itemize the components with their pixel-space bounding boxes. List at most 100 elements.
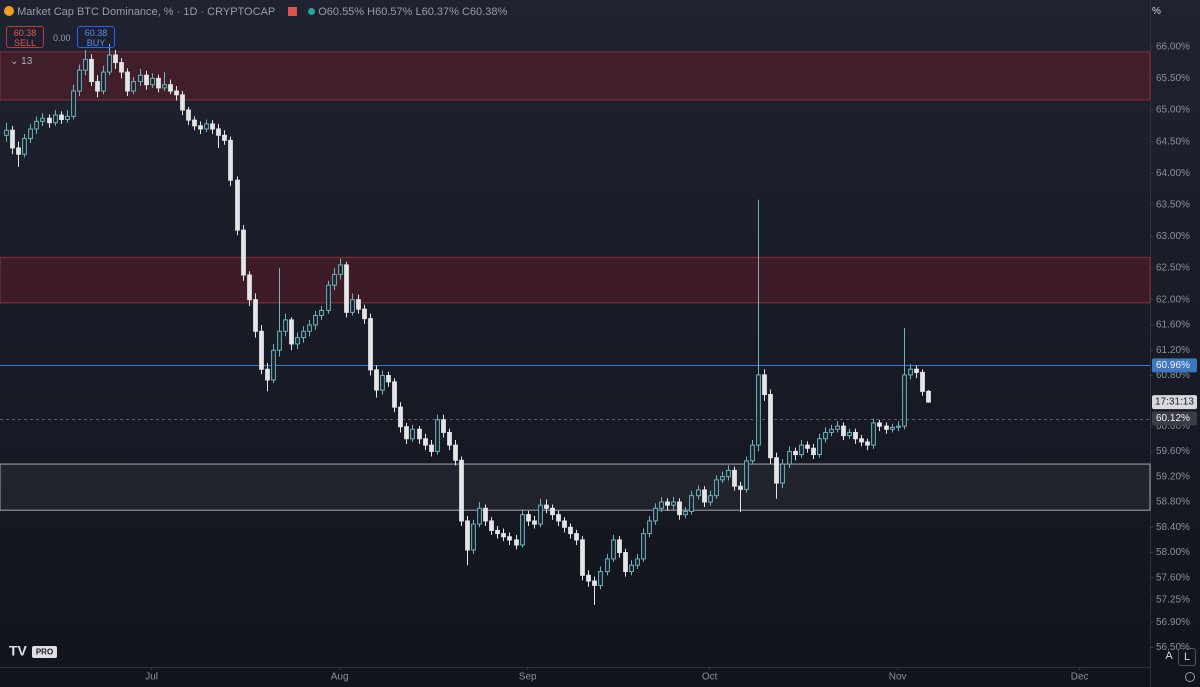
candle-body [277,330,282,351]
ohlc-high: H60.57% [367,6,413,18]
candle-body [677,501,682,516]
candle-body [101,71,106,92]
candle-body [465,520,470,551]
candle-body [623,552,628,573]
candle-body [890,426,895,430]
candle-body [307,324,312,332]
candle-body [477,507,482,525]
candle-body [417,428,422,440]
candle-body [538,504,543,525]
candle-body [216,128,221,136]
candle-body [859,438,864,443]
y-tick-label: 61.60% [1156,320,1190,331]
candle-body [247,274,252,301]
candle-body [726,469,731,478]
candle-body [259,330,264,370]
candle-body [617,539,622,554]
candle-body [83,58,88,71]
ohlc-close: C60.38% [461,6,508,18]
candle-body [544,504,549,509]
candle-body [793,450,798,456]
candle-body [125,71,130,92]
y-tick-label: 60.80% [1156,370,1190,381]
zone [0,463,1151,511]
settings-icon[interactable] [1185,672,1195,682]
candle-body [520,514,525,546]
candle-body [689,495,694,512]
candle-body [253,299,258,332]
candle-body [53,114,58,124]
candle-body [665,501,670,506]
spread: 0.00 [53,33,71,43]
y-tick-label: 56.50% [1156,642,1190,653]
y-tick-label: 65.50% [1156,73,1190,84]
candle-body [144,74,149,86]
candle-body [702,489,707,503]
candle-body [313,314,318,326]
candle-body [586,574,591,582]
candle-body [495,529,500,535]
candle-body [222,134,227,141]
candle-body [847,431,852,437]
candle-body [228,139,233,181]
sell-button[interactable]: 60.38 SELL [6,26,44,48]
candle-body [192,119,197,127]
candle-body [532,520,537,525]
candle-body [605,558,610,573]
buy-button[interactable]: 60.38 BUY [77,26,115,48]
y-tick-label: 58.00% [1156,547,1190,558]
auto-scale-button[interactable]: A [1165,650,1173,662]
candle-body [59,114,64,120]
candle-body [471,523,476,551]
candle-body [507,536,512,541]
y-tick-label: 57.25% [1156,595,1190,606]
y-tick-label: 59.60% [1156,446,1190,457]
y-tick-label: 59.20% [1156,471,1190,482]
candle-body [750,444,755,462]
candle-body [574,533,579,541]
candle-body [811,447,816,456]
btc-icon [4,6,14,16]
candle-body [10,129,15,149]
candle-body [356,299,361,310]
y-tick-label: 65.00% [1156,105,1190,116]
candle-body [435,419,440,452]
symbol-title: Market Cap BTC Dominance, % · 1D · CRYPT… [17,6,276,18]
y-tick-label: 58.40% [1156,522,1190,533]
candle-body [580,539,585,576]
candle-body [22,137,27,155]
indicator-count: 13 [21,56,33,67]
logo-badge [32,646,57,658]
candle-body [489,520,494,531]
y-tick-label: 63.50% [1156,199,1190,210]
candle-body [95,81,100,92]
candle-body [526,514,531,522]
zone [0,256,1151,304]
y-tick-label: 62.00% [1156,294,1190,305]
candle-body [156,77,161,89]
candle-body [611,539,616,560]
candle-body [113,54,118,64]
candle-body [514,539,519,546]
candle-body [423,438,428,446]
candle-body [647,520,652,535]
y-tick-label: 64.50% [1156,136,1190,147]
candle-body [295,337,300,345]
candle-body [629,564,634,573]
candle-body [708,495,713,503]
candle-body [920,371,925,392]
candle-body [453,444,458,461]
candle-body [392,381,397,408]
candle-body [404,426,409,440]
candle-body [483,507,488,522]
candle-body [562,520,567,528]
candle-body [77,69,82,92]
x-tick-label: Jul [145,672,158,683]
candle-body [4,129,9,136]
indicator-toggle[interactable]: ⌄ 13 [10,56,33,67]
candle-body [198,125,203,130]
candle-body [174,90,179,96]
candle-body [550,507,555,516]
x-tick-label: Oct [702,672,718,683]
log-scale-button[interactable]: L [1178,648,1196,666]
